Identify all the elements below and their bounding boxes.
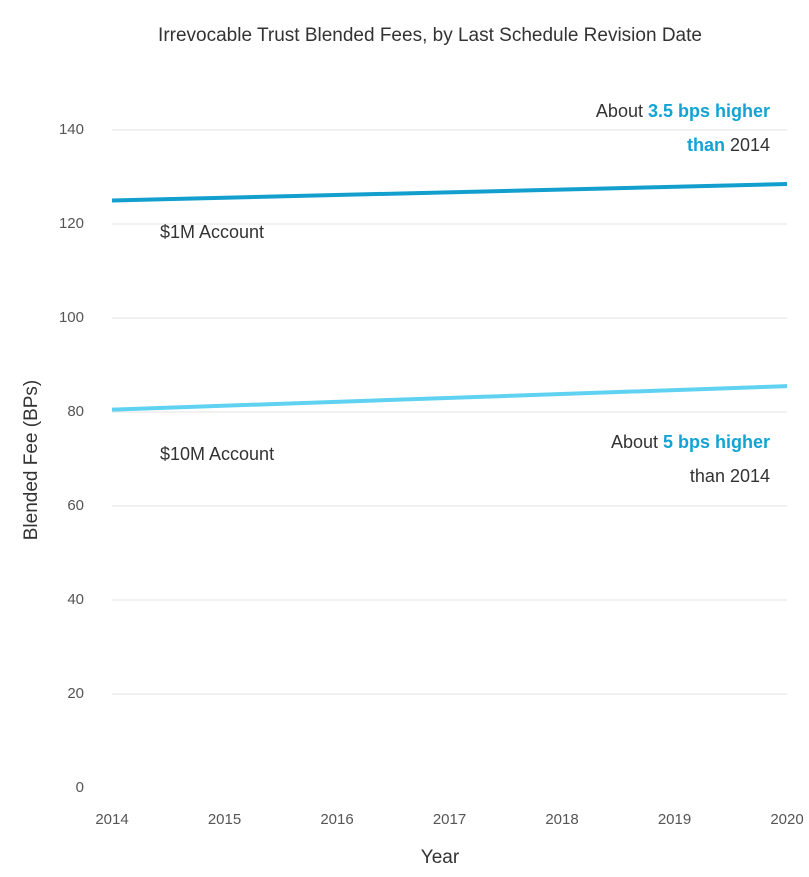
annotation-part: 5 bps higher bbox=[663, 432, 770, 452]
y-axis-label: Blended Fee (BPs) bbox=[21, 380, 42, 541]
annotation-part: than 2014 bbox=[690, 466, 770, 486]
y-tick-label: 20 bbox=[67, 685, 84, 702]
chart-title: Irrevocable Trust Blended Fees, by Last … bbox=[158, 25, 702, 46]
y-tick-label: 140 bbox=[59, 121, 84, 138]
annotation: than 2014 bbox=[687, 135, 770, 155]
annotation: than 2014 bbox=[690, 466, 770, 486]
y-tick-label: 80 bbox=[67, 403, 84, 420]
x-tick-label: 2015 bbox=[208, 811, 241, 828]
x-tick-label: 2018 bbox=[545, 811, 578, 828]
annotation-part: 3.5 bps higher bbox=[648, 101, 770, 121]
y-tick-label: 100 bbox=[59, 309, 84, 326]
y-tick-label: 60 bbox=[67, 497, 84, 514]
series-label: $1M Account bbox=[160, 222, 264, 242]
y-tick-label: 0 bbox=[76, 779, 84, 796]
x-axis-label: Year bbox=[421, 847, 460, 868]
annotation: About 3.5 bps higher bbox=[596, 101, 770, 121]
series-label: $10M Account bbox=[160, 444, 274, 464]
x-tick-label: 2016 bbox=[320, 811, 353, 828]
annotation-part: About bbox=[596, 101, 648, 121]
x-tick-label: 2014 bbox=[95, 811, 128, 828]
x-tick-label: 2019 bbox=[658, 811, 691, 828]
annotation-part: About bbox=[611, 432, 663, 452]
annotation-part: than bbox=[687, 135, 725, 155]
annotation-part: 2014 bbox=[725, 135, 770, 155]
y-tick-label: 120 bbox=[59, 215, 84, 232]
series-line bbox=[111, 182, 788, 203]
annotation: About 5 bps higher bbox=[611, 432, 770, 452]
y-tick-label: 40 bbox=[67, 591, 84, 608]
series-line bbox=[111, 384, 788, 412]
x-tick-label: 2020 bbox=[770, 811, 803, 828]
x-tick-label: 2017 bbox=[433, 811, 466, 828]
